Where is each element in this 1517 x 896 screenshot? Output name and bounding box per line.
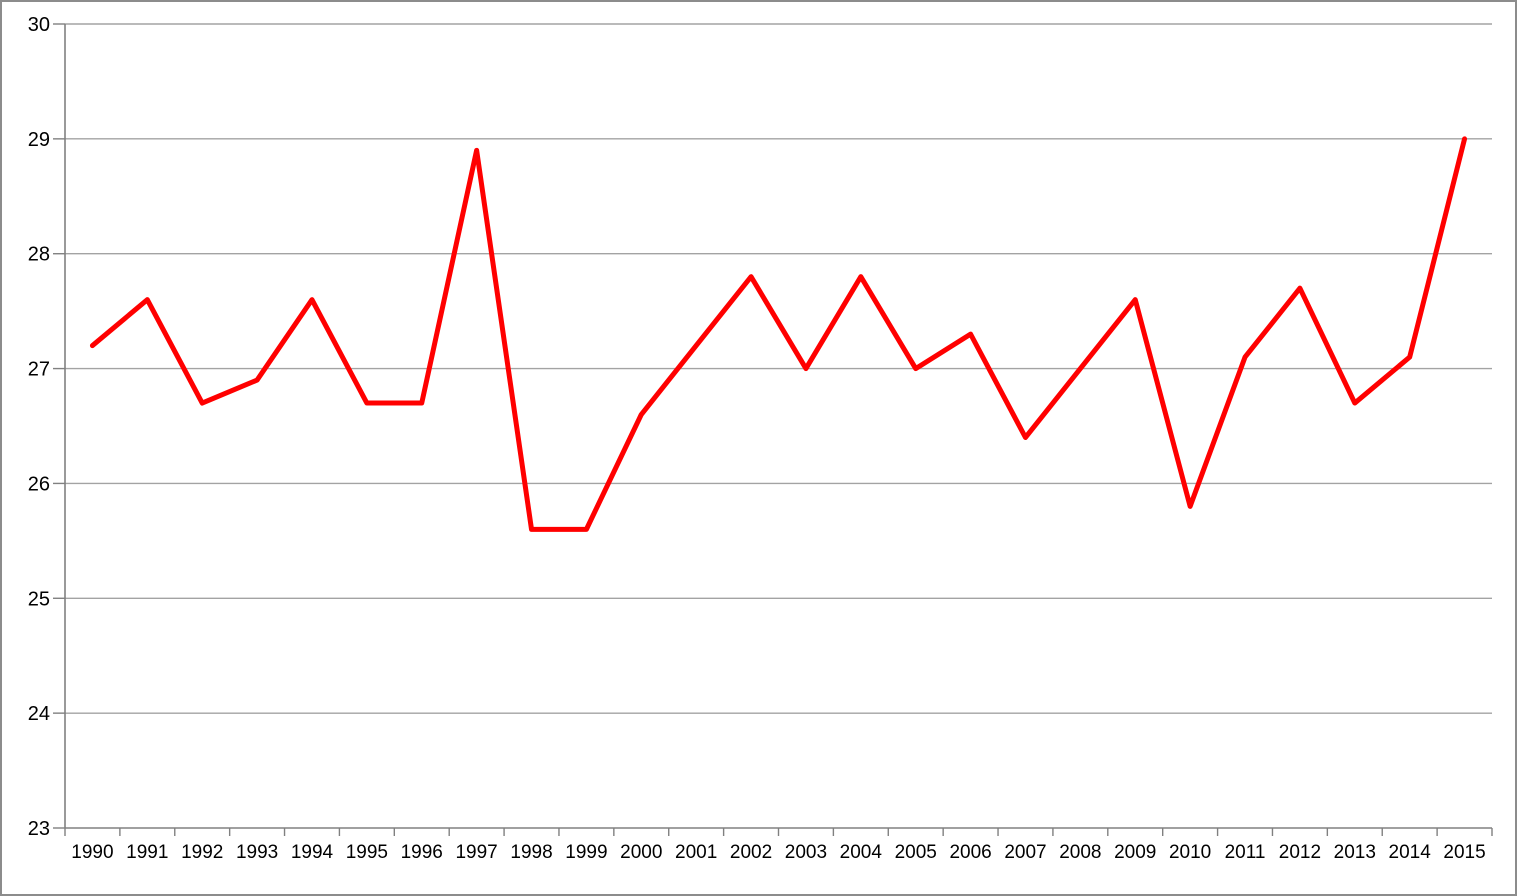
x-tick-label: 1990 [71,842,113,863]
x-tick-label: 1998 [510,842,552,863]
x-tick-label: 2008 [1059,842,1101,863]
x-tick-label: 2007 [1004,842,1046,863]
data-series-line [89,136,1468,532]
x-tick-label: 1997 [455,842,497,863]
x-tick-label: 2002 [730,842,772,863]
y-tick-label: 24 [28,703,50,725]
x-tick-label: 1991 [126,842,168,863]
y-tick-label: 28 [28,244,50,266]
y-tick-label: 30 [28,14,50,36]
x-tick-label: 2006 [949,842,991,863]
x-tick-label: 1992 [181,842,223,863]
y-tick-label: 23 [28,818,50,840]
x-tick-label: 2000 [620,842,662,863]
x-tick-label: 1993 [236,842,278,863]
x-tick-label: 2014 [1389,842,1432,863]
x-tick-label: 2009 [1114,842,1156,863]
x-tick-label: 2012 [1279,842,1321,863]
x-tick-label: 2010 [1169,842,1211,863]
x-tick-label: 1994 [291,842,334,863]
y-tick-label: 26 [28,473,50,495]
x-tick-label: 2013 [1334,842,1376,863]
y-tick-label: 29 [28,129,50,151]
x-tick-label: 2001 [675,842,717,863]
y-tick-label: 27 [28,359,50,381]
x-tick-label: 1995 [346,842,388,863]
x-tick-label: 1996 [401,842,443,863]
x-tick-label: 1999 [565,842,607,863]
x-tick-label: 2005 [895,842,937,863]
y-tick-label: 25 [28,588,50,610]
x-tick-label: 2015 [1443,842,1485,863]
x-tick-label: 2011 [1225,842,1266,863]
x-tick-label: 2004 [840,842,883,863]
x-tick-label: 2003 [785,842,827,863]
